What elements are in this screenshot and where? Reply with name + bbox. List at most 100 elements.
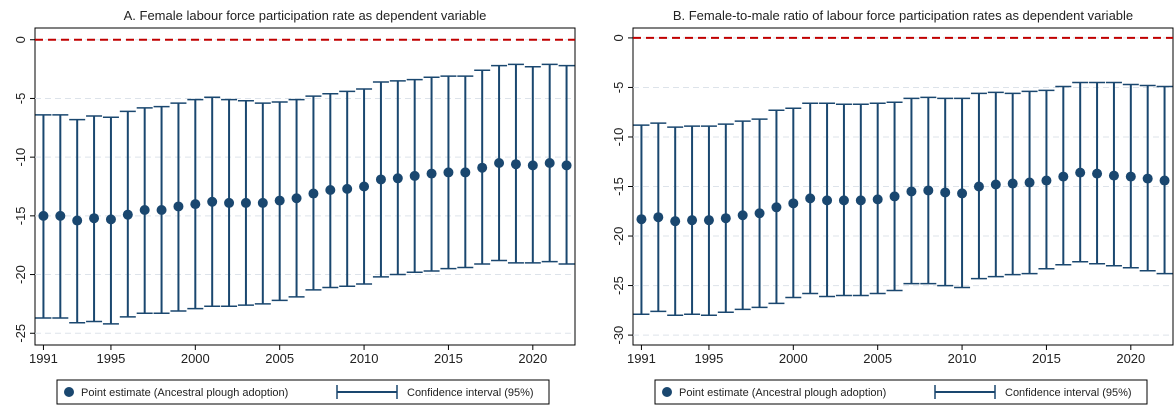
point — [1125, 171, 1136, 182]
x-tick-label: 2005 — [863, 351, 892, 366]
legend-box — [56, 379, 550, 405]
point — [957, 188, 968, 199]
x-tick-label: 2020 — [518, 351, 547, 366]
point — [737, 210, 748, 221]
point — [1007, 178, 1018, 189]
point — [207, 196, 218, 207]
point — [224, 197, 235, 208]
point — [460, 167, 471, 178]
point — [923, 185, 934, 196]
y-tick-label: -20 — [611, 227, 626, 246]
y-tick-label: -10 — [13, 148, 28, 167]
x-tick-label: 2015 — [434, 351, 463, 366]
y-tick-label: 0 — [13, 36, 28, 43]
point — [771, 202, 782, 213]
x-tick-label: 1995 — [96, 351, 125, 366]
point — [1024, 177, 1035, 188]
point — [1159, 175, 1170, 186]
x-tick-label: 1991 — [29, 351, 58, 366]
y-tick-label: -5 — [611, 82, 626, 94]
point — [342, 183, 353, 194]
point — [173, 201, 184, 212]
point — [990, 179, 1001, 190]
point — [375, 174, 386, 185]
point — [889, 191, 900, 202]
point — [754, 208, 765, 219]
plot-frame — [34, 27, 576, 346]
point — [855, 195, 866, 206]
legend-label: Confidence interval (95%) — [1005, 387, 1132, 399]
legend-label: Point estimate (Ancestral plough adoptio… — [81, 387, 288, 399]
point — [494, 158, 505, 169]
legend-point — [64, 387, 74, 397]
point — [822, 195, 833, 206]
point — [359, 181, 370, 192]
point — [72, 215, 83, 226]
x-tick-label: 2000 — [779, 351, 808, 366]
point — [872, 194, 883, 205]
point — [544, 158, 555, 169]
point — [325, 185, 336, 196]
y-tick-label: -15 — [611, 177, 626, 196]
point — [105, 214, 116, 225]
x-tick-label: 2015 — [1032, 351, 1061, 366]
legend-box — [654, 379, 1148, 405]
point — [139, 204, 150, 215]
point — [89, 213, 100, 224]
point — [805, 193, 816, 204]
point — [838, 195, 849, 206]
y-tick-label: -30 — [611, 326, 626, 345]
marks — [35, 63, 575, 325]
point — [670, 216, 681, 227]
point — [443, 167, 454, 178]
x-tick-label: 2000 — [181, 351, 210, 366]
y-tick-label: 0 — [611, 34, 626, 41]
x-tick-label: 2010 — [948, 351, 977, 366]
point — [257, 197, 268, 208]
point — [973, 181, 984, 192]
point — [190, 199, 201, 210]
point — [940, 187, 951, 198]
point — [1142, 173, 1153, 184]
point — [653, 212, 664, 223]
y-tick-label: -10 — [611, 128, 626, 147]
y-tick-label: -5 — [13, 93, 28, 105]
point — [274, 195, 285, 206]
y-tick-label: -20 — [13, 265, 28, 284]
legend-label: Confidence interval (95%) — [407, 387, 534, 399]
point — [788, 198, 799, 209]
point — [409, 170, 420, 181]
x-tick-label: 1995 — [694, 351, 723, 366]
y-tick-label: -25 — [13, 324, 28, 343]
point — [1075, 167, 1086, 178]
marks — [633, 81, 1173, 317]
point — [1041, 175, 1052, 186]
point — [291, 193, 302, 204]
point — [636, 214, 647, 225]
point — [720, 213, 731, 224]
point — [477, 162, 488, 173]
point — [240, 197, 251, 208]
point — [510, 159, 521, 170]
y-tick-label: -15 — [13, 206, 28, 225]
point — [1092, 168, 1103, 179]
point — [426, 168, 437, 179]
x-tick-label: 2010 — [350, 351, 379, 366]
point — [55, 210, 66, 221]
legend-label: Point estimate (Ancestral plough adoptio… — [679, 387, 886, 399]
x-tick-label: 2020 — [1116, 351, 1145, 366]
point — [561, 160, 572, 171]
point — [308, 188, 319, 199]
point — [1108, 170, 1119, 181]
point — [1058, 171, 1069, 182]
chart-title: A. Female labour force participation rat… — [124, 8, 487, 23]
x-tick-label: 1991 — [627, 351, 656, 366]
point — [122, 209, 133, 220]
x-tick-label: 2005 — [265, 351, 294, 366]
point — [156, 204, 167, 215]
point — [38, 210, 49, 221]
point — [906, 186, 917, 197]
point — [703, 215, 714, 226]
chart-title: B. Female-to-male ratio of labour force … — [673, 8, 1133, 23]
